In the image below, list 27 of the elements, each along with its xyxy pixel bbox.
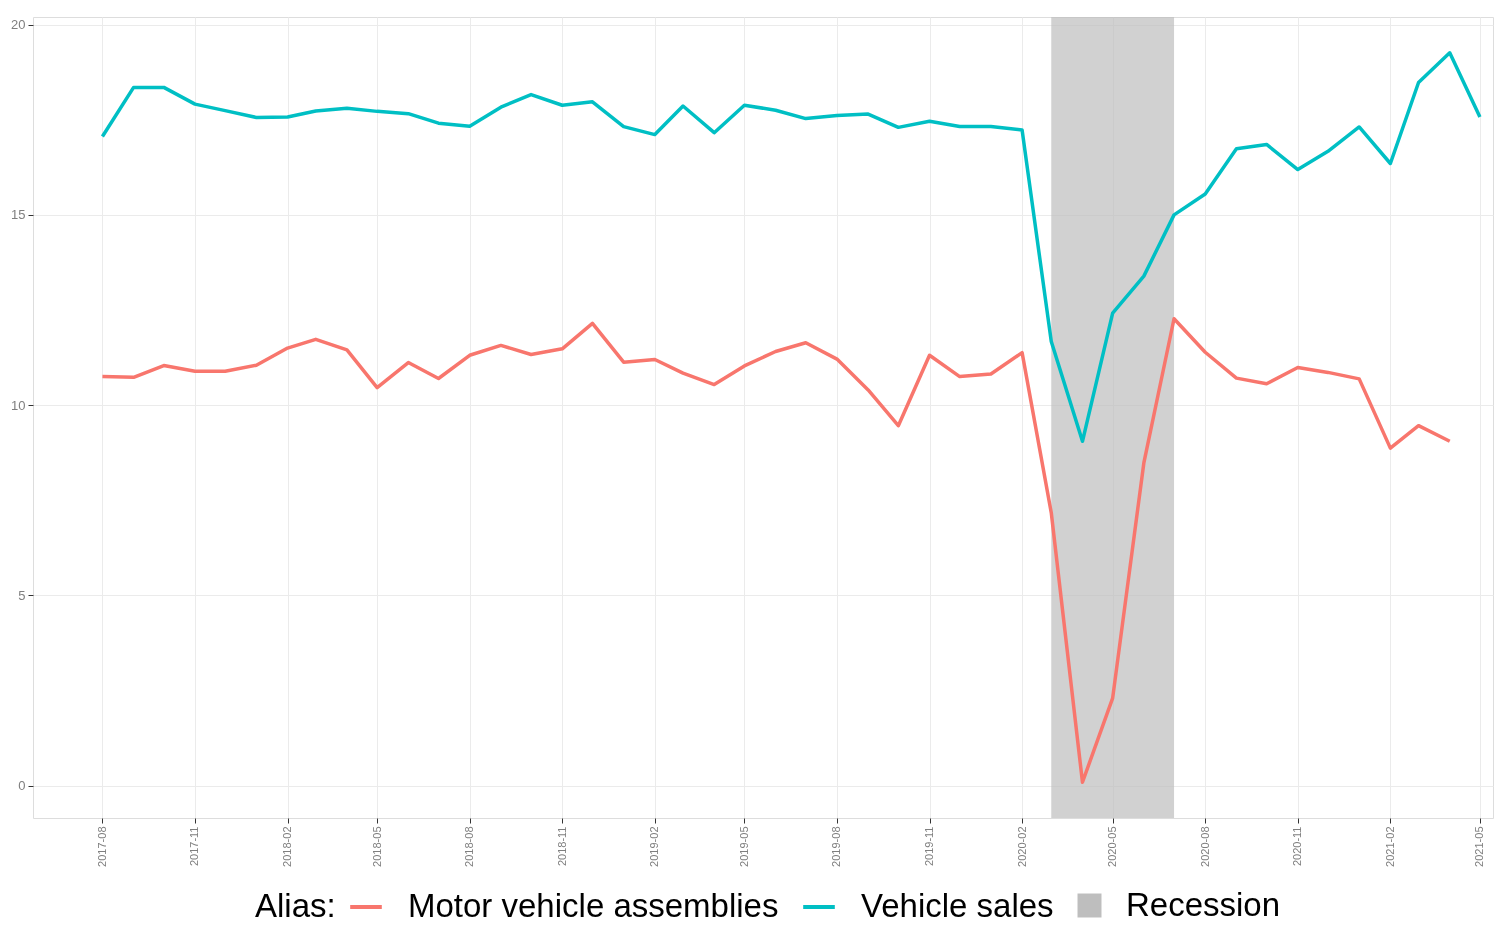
line-series (100, 317, 1452, 784)
x-tick-label: 2019-02 (648, 826, 661, 867)
x-tick-label: 2019-08 (830, 826, 843, 867)
legend-label: Recession (1126, 885, 1281, 923)
y-tick-label: 15 (11, 207, 26, 223)
legend-label: Motor vehicle assemblies (408, 887, 779, 924)
y-tick-label: 10 (11, 397, 26, 413)
x-tick-label: 2020-05 (1106, 826, 1119, 867)
x-tick-label: 2017-08 (95, 826, 108, 867)
x-tick-label: 2020-02 (1015, 826, 1028, 867)
line-series (100, 51, 1482, 444)
x-tick-label: 2017-11 (188, 826, 201, 867)
x-tick-label: 2020-08 (1198, 826, 1211, 867)
x-tick-label: 2019-05 (737, 826, 750, 867)
x-tick-label: 2021-02 (1383, 826, 1396, 867)
x-tick-label: 2019-11 (923, 826, 936, 867)
legend-title: Alias: (255, 887, 336, 924)
x-tick-label: 2021-05 (1473, 826, 1486, 867)
y-tick-label: 0 (18, 778, 26, 794)
x-tick-label: 2018-08 (463, 826, 476, 867)
x-tick-label: 2020-11 (1291, 826, 1304, 867)
x-tick-label: 2018-02 (281, 826, 294, 867)
y-tick-label: 5 (18, 587, 26, 603)
x-tick-label: 2018-05 (370, 826, 383, 867)
x-tick-label: 2018-11 (555, 826, 568, 867)
legend-label: Vehicle sales (861, 887, 1054, 924)
y-tick-label: 20 (11, 17, 26, 33)
